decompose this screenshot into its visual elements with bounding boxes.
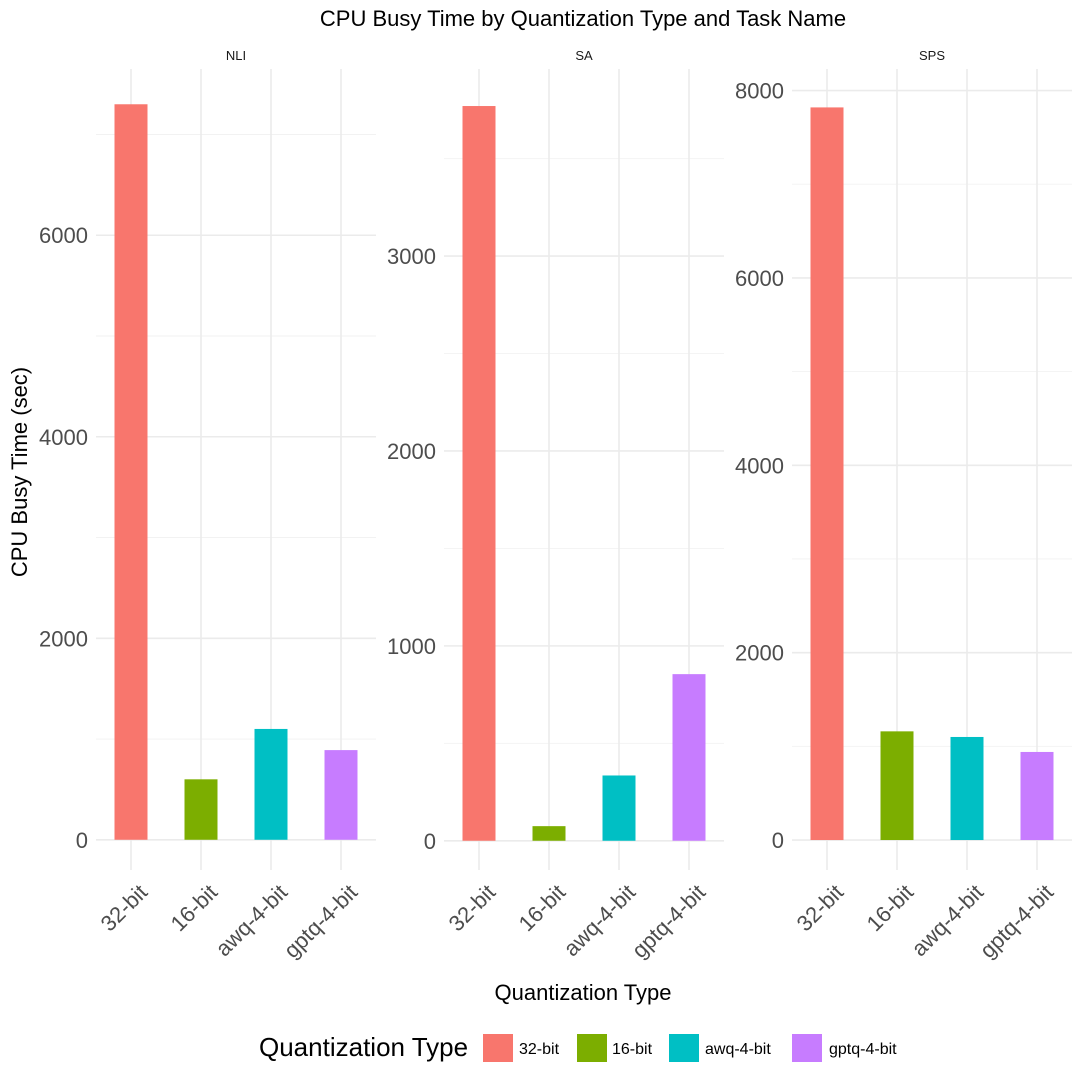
facet-sa: 0 1000 2000 3000 32-bit 16-bitawq-4-bitgptq-4… bbox=[387, 48, 724, 963]
legend: Quantization Type 32-bit 16-bit awq-4-bit g… bbox=[259, 1032, 897, 1062]
legend-item-awq-4-bit: awq-4-bit bbox=[669, 1034, 771, 1062]
legend-label: awq-4-bit bbox=[705, 1041, 771, 1058]
x-axis-label: Quantization Type bbox=[495, 980, 672, 1005]
x-tick-label: 16-bit bbox=[862, 880, 919, 937]
facet-nli: 0 2000 4000 6000 32-bit 16-bitawq-4-bitgptq-4… bbox=[39, 48, 376, 963]
y-tick-label: 6000 bbox=[39, 223, 88, 248]
y-tick-label: 8000 bbox=[735, 79, 784, 104]
bar-nli-awq-4-bit bbox=[254, 728, 288, 840]
legend-label: 32-bit bbox=[519, 1041, 560, 1058]
bar-sa-gptq-4-bit bbox=[672, 674, 706, 841]
x-tick-label: 32-bit bbox=[96, 880, 153, 937]
y-tick-label: 0 bbox=[772, 828, 784, 853]
x-tick-label: 16-bit bbox=[514, 880, 571, 937]
y-tick-label: 1000 bbox=[387, 634, 436, 659]
y-axis-label: CPU Busy Time (sec) bbox=[7, 367, 32, 577]
legend-key bbox=[792, 1034, 822, 1062]
legend-item-32-bit: 32-bit bbox=[483, 1034, 560, 1062]
bar-sps-16-bit bbox=[880, 731, 914, 841]
x-tick-label: gptq-4-bit bbox=[627, 880, 710, 963]
legend-label: 16-bit bbox=[612, 1041, 653, 1058]
bar-sa-awq-4-bit bbox=[602, 775, 636, 841]
x-tick-label: awq-4-bit bbox=[559, 880, 641, 962]
facet-strip-label: SPS bbox=[919, 48, 945, 63]
legend-key bbox=[669, 1034, 699, 1062]
legend-key bbox=[577, 1034, 607, 1062]
facet-strip-label: NLI bbox=[226, 48, 246, 63]
legend-item-gptq-4-bit: gptq-4-bit bbox=[792, 1034, 897, 1062]
bar-nli-gptq-4-bit bbox=[324, 750, 358, 840]
y-tick-label: 2000 bbox=[39, 626, 88, 651]
y-tick-label: 4000 bbox=[39, 425, 88, 450]
facet-sps: 0 2000 4000 6000 8000 32-bit 16-bitawq-4-bitgp… bbox=[735, 48, 1072, 963]
x-tick-label: 32-bit bbox=[444, 880, 501, 937]
y-tick-label: 3000 bbox=[387, 244, 436, 269]
x-tick-label: gptq-4-bit bbox=[279, 880, 362, 963]
y-tick-label: 2000 bbox=[735, 641, 784, 666]
bar-sps-32-bit bbox=[810, 107, 844, 841]
x-tick-label: awq-4-bit bbox=[907, 880, 989, 962]
y-tick-label: 4000 bbox=[735, 453, 784, 478]
chart-title: CPU Busy Time by Quantization Type and T… bbox=[320, 6, 846, 31]
y-tick-label: 0 bbox=[76, 828, 88, 853]
y-tick-label: 6000 bbox=[735, 266, 784, 291]
bar-sps-awq-4-bit bbox=[950, 736, 984, 841]
y-tick-label: 0 bbox=[424, 829, 436, 854]
x-tick-label: awq-4-bit bbox=[211, 880, 293, 962]
bar-nli-32-bit bbox=[114, 104, 148, 840]
x-tick-label: 16-bit bbox=[166, 880, 223, 937]
facet-strip-label: SA bbox=[575, 48, 593, 63]
bar-sa-16-bit bbox=[532, 826, 566, 841]
legend-title: Quantization Type bbox=[259, 1032, 468, 1062]
bar-sps-gptq-4-bit bbox=[1020, 751, 1054, 841]
legend-key bbox=[483, 1034, 513, 1062]
bar-sa-32-bit bbox=[462, 106, 496, 841]
y-tick-label: 2000 bbox=[387, 439, 436, 464]
x-tick-label: gptq-4-bit bbox=[975, 880, 1058, 963]
legend-label: gptq-4-bit bbox=[829, 1041, 897, 1058]
x-tick-label: 32-bit bbox=[792, 880, 849, 937]
legend-item-16-bit: 16-bit bbox=[577, 1034, 653, 1062]
bar-nli-16-bit bbox=[184, 779, 218, 840]
